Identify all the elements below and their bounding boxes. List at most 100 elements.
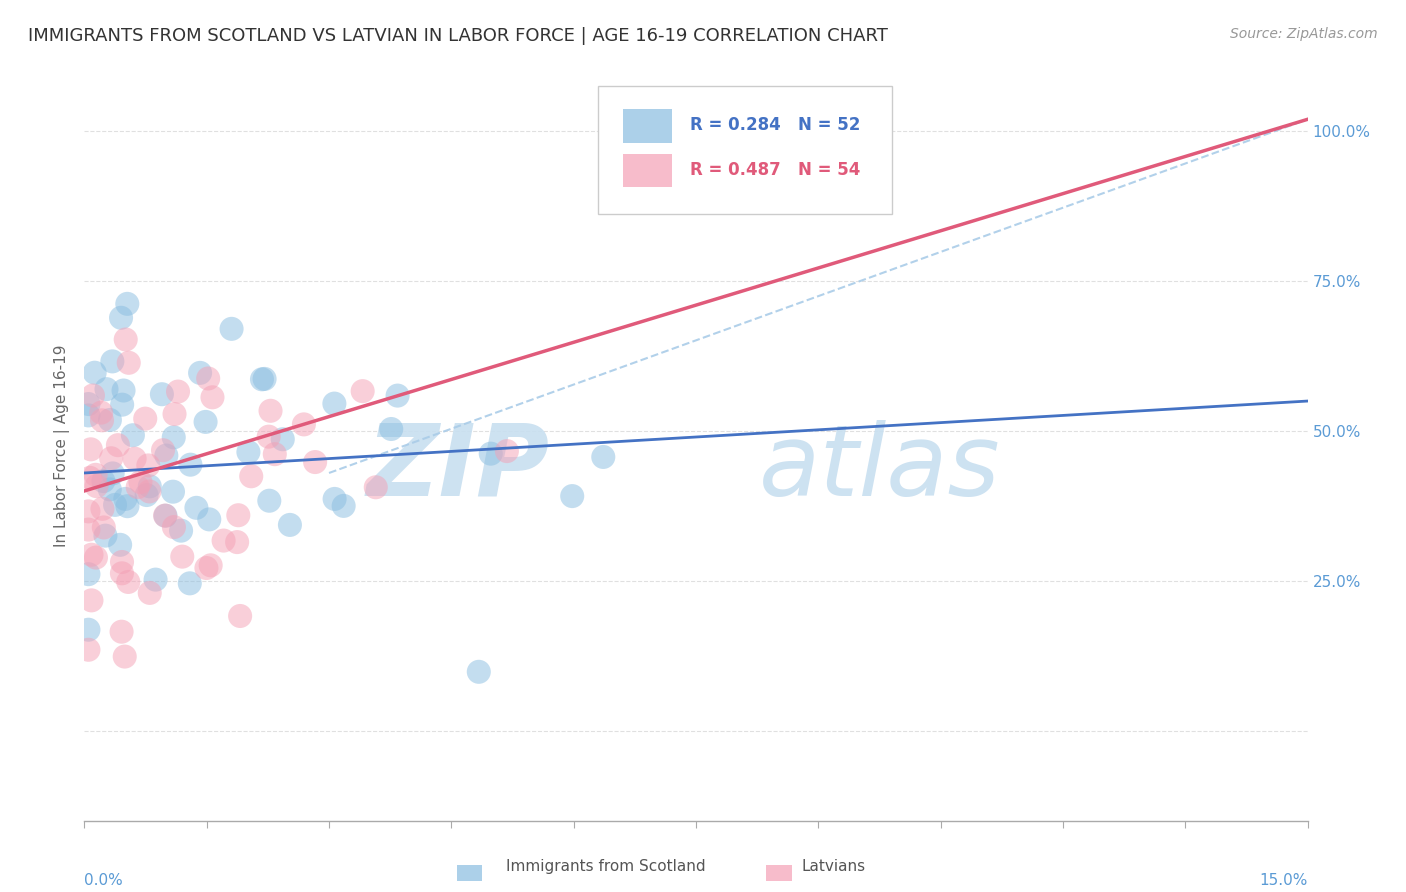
Point xyxy=(155,508,177,523)
Point xyxy=(387,388,409,402)
Point xyxy=(136,458,159,473)
Point xyxy=(194,415,217,429)
Point xyxy=(80,593,103,607)
Point xyxy=(250,372,273,386)
Point xyxy=(100,451,122,466)
Point xyxy=(110,624,132,639)
Point xyxy=(90,406,112,420)
Point xyxy=(561,489,583,503)
Point xyxy=(77,642,100,657)
Point xyxy=(98,483,121,497)
Point xyxy=(150,387,173,401)
Point xyxy=(84,550,107,565)
Y-axis label: In Labor Force | Age 16-19: In Labor Force | Age 16-19 xyxy=(55,344,70,548)
Point xyxy=(110,310,132,325)
Point xyxy=(108,538,131,552)
Point xyxy=(77,523,100,537)
Point xyxy=(200,558,222,573)
Point xyxy=(96,382,118,396)
Bar xyxy=(623,109,672,143)
Point xyxy=(170,524,193,538)
Text: atlas: atlas xyxy=(759,420,1000,517)
Point xyxy=(226,535,249,549)
Point xyxy=(592,450,614,464)
Point xyxy=(117,574,139,589)
Point xyxy=(259,404,281,418)
Point xyxy=(153,508,176,523)
Point xyxy=(77,397,100,411)
Point xyxy=(186,500,208,515)
Point xyxy=(364,480,387,494)
Point xyxy=(226,508,249,523)
Point xyxy=(111,398,134,412)
Point xyxy=(111,566,134,581)
Point xyxy=(117,499,139,513)
Text: ZIP: ZIP xyxy=(366,420,550,517)
Point xyxy=(114,333,136,347)
Point xyxy=(332,499,354,513)
Point xyxy=(201,390,224,404)
Point xyxy=(114,649,136,664)
Point xyxy=(163,430,186,444)
Point xyxy=(77,567,100,582)
Point xyxy=(155,449,177,463)
Point xyxy=(167,384,190,399)
Point xyxy=(77,623,100,637)
Point xyxy=(134,411,156,425)
Point xyxy=(253,372,276,386)
Text: 15.0%: 15.0% xyxy=(1260,873,1308,888)
Text: R = 0.487   N = 54: R = 0.487 N = 54 xyxy=(690,161,860,179)
Point xyxy=(221,322,243,336)
Point xyxy=(496,444,519,458)
Bar xyxy=(623,153,672,187)
Point xyxy=(139,586,162,600)
Point xyxy=(380,422,402,436)
Point xyxy=(138,484,160,499)
Point xyxy=(104,498,127,512)
Point xyxy=(292,417,315,432)
Point xyxy=(111,555,134,569)
Point xyxy=(479,447,502,461)
Point xyxy=(93,520,115,534)
Point xyxy=(163,407,186,421)
Point xyxy=(107,438,129,452)
Text: 0.0%: 0.0% xyxy=(84,873,124,888)
Point xyxy=(98,413,121,427)
Point xyxy=(238,445,260,459)
Point xyxy=(162,484,184,499)
Text: Immigrants from Scotland: Immigrants from Scotland xyxy=(506,859,706,874)
Point xyxy=(323,491,346,506)
Text: Latvians: Latvians xyxy=(801,859,866,874)
Point xyxy=(195,561,218,575)
Point xyxy=(122,428,145,442)
Point xyxy=(198,512,221,526)
Point xyxy=(83,366,105,380)
Point xyxy=(229,609,252,624)
Point xyxy=(112,384,135,398)
Point xyxy=(240,469,263,483)
Point xyxy=(259,493,281,508)
Point xyxy=(91,413,114,427)
Text: R = 0.284   N = 52: R = 0.284 N = 52 xyxy=(690,116,860,135)
Point xyxy=(197,371,219,385)
Point xyxy=(152,443,174,458)
Point xyxy=(179,458,201,472)
Point xyxy=(352,384,374,398)
Point xyxy=(117,297,139,311)
Point xyxy=(118,356,141,370)
Point xyxy=(114,491,136,506)
Point xyxy=(86,479,108,493)
Point xyxy=(77,504,100,518)
Point xyxy=(124,451,146,466)
Point xyxy=(135,488,157,502)
Point xyxy=(304,455,326,469)
Point xyxy=(79,471,101,485)
Point xyxy=(80,442,103,457)
Point xyxy=(82,388,104,402)
Point xyxy=(163,520,186,534)
Point xyxy=(212,533,235,548)
Point xyxy=(172,549,194,564)
Point xyxy=(145,573,167,587)
Point xyxy=(271,432,294,446)
Point xyxy=(278,517,301,532)
